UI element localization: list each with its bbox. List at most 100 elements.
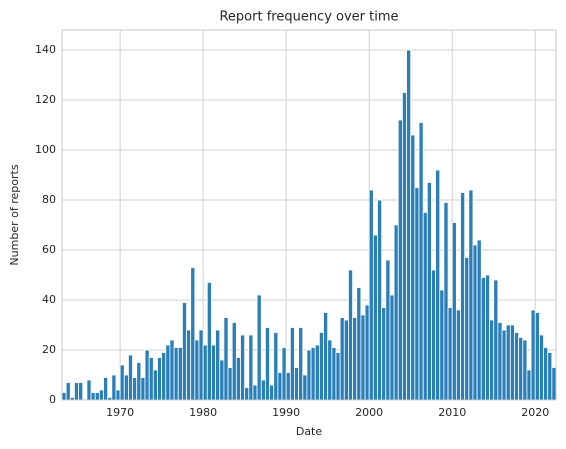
bar xyxy=(144,349,150,401)
bar xyxy=(260,379,266,401)
bar xyxy=(244,387,250,401)
bar xyxy=(530,309,536,401)
bar xyxy=(123,374,129,401)
bar xyxy=(497,322,503,401)
y-tick-label: 100 xyxy=(35,143,56,156)
bar xyxy=(61,392,67,401)
bar xyxy=(468,189,474,401)
bar xyxy=(140,377,146,401)
x-tick-label: 2020 xyxy=(521,406,549,419)
bar xyxy=(281,347,287,401)
bar xyxy=(115,389,121,401)
y-tick-label: 40 xyxy=(42,293,56,306)
bar xyxy=(410,134,416,401)
bar xyxy=(377,199,383,401)
bar xyxy=(302,374,308,401)
bar xyxy=(455,309,461,401)
bar xyxy=(74,382,80,401)
bar xyxy=(389,294,395,401)
bar xyxy=(227,367,233,401)
bar xyxy=(223,317,229,401)
bar xyxy=(538,334,544,401)
bar xyxy=(460,192,466,401)
bar xyxy=(202,344,208,401)
bar xyxy=(65,382,71,401)
bar xyxy=(157,357,163,401)
bar xyxy=(310,347,316,401)
bar xyxy=(402,92,407,401)
bar xyxy=(368,189,374,401)
x-axis-label: Date xyxy=(296,425,323,438)
bar xyxy=(194,339,200,401)
bar xyxy=(385,259,391,401)
bar xyxy=(335,352,341,401)
bar xyxy=(181,302,187,401)
y-tick-label: 20 xyxy=(42,343,56,356)
bar xyxy=(364,304,370,401)
bar xyxy=(422,212,428,401)
bar xyxy=(509,324,515,401)
bar xyxy=(381,307,387,401)
bar xyxy=(90,392,96,401)
chart-title: Report frequency over time xyxy=(219,10,398,25)
bar xyxy=(414,187,420,401)
bar xyxy=(269,384,275,401)
bar xyxy=(294,367,300,401)
bar xyxy=(472,244,478,401)
bar xyxy=(348,269,353,401)
bar xyxy=(306,349,312,401)
bar xyxy=(397,119,403,401)
bar xyxy=(356,287,362,401)
bar xyxy=(219,359,225,401)
bar xyxy=(273,332,279,401)
y-tick-label: 120 xyxy=(35,93,56,106)
bar xyxy=(248,334,254,401)
y-tick-label: 60 xyxy=(42,243,56,256)
bar xyxy=(464,257,470,401)
bar xyxy=(339,317,345,401)
bar xyxy=(161,352,167,401)
bar xyxy=(173,347,179,401)
bar xyxy=(331,347,337,401)
x-tick-label: 2010 xyxy=(438,406,466,419)
bar xyxy=(501,329,507,401)
bar xyxy=(485,274,490,401)
bar xyxy=(98,389,104,401)
bar xyxy=(86,379,92,401)
bar xyxy=(505,324,511,401)
bar xyxy=(136,362,142,401)
bar xyxy=(186,329,192,401)
bar xyxy=(206,282,212,401)
bar xyxy=(165,344,171,401)
bar xyxy=(119,364,125,401)
bar xyxy=(285,372,291,401)
bar xyxy=(439,289,445,401)
bar xyxy=(393,224,399,401)
x-tick-label: 2000 xyxy=(355,406,383,419)
bar xyxy=(551,367,557,401)
bar xyxy=(431,269,437,401)
bar xyxy=(235,357,241,401)
y-tick-label: 0 xyxy=(49,393,56,406)
bar xyxy=(451,222,457,401)
x-tick-label: 1990 xyxy=(272,406,300,419)
bar xyxy=(534,312,540,401)
bar xyxy=(132,377,138,401)
bar xyxy=(493,279,499,401)
bar xyxy=(148,357,154,401)
bar xyxy=(128,354,133,401)
bar xyxy=(543,347,549,401)
bar xyxy=(360,314,366,401)
plot-frame xyxy=(61,29,557,401)
bar xyxy=(252,384,258,401)
bar xyxy=(526,369,532,401)
bar xyxy=(443,202,449,401)
bar xyxy=(256,294,262,401)
bar xyxy=(314,344,320,401)
bar xyxy=(327,339,333,401)
bar xyxy=(323,312,329,401)
bar xyxy=(94,392,100,401)
bar xyxy=(78,382,84,401)
bar xyxy=(518,337,524,401)
